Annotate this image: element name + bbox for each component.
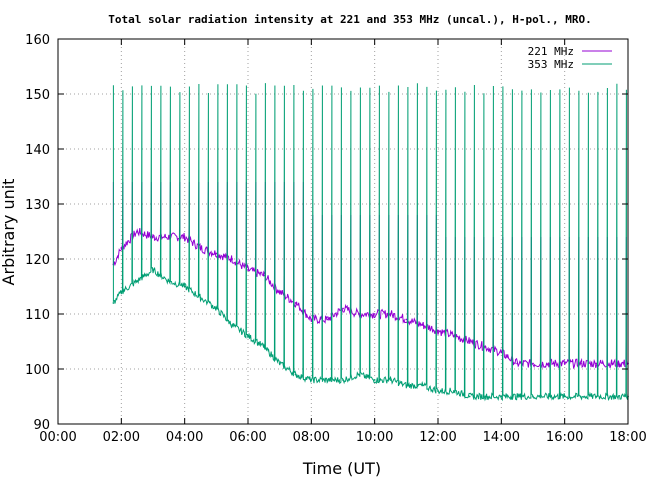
- data-point: [547, 395, 550, 398]
- data-point: [199, 296, 202, 299]
- y-tick-label: 100: [25, 363, 50, 378]
- data-point: [516, 395, 519, 398]
- data-point: [452, 390, 455, 392]
- y-tick-label: 160: [25, 33, 50, 48]
- data-point: [183, 236, 186, 238]
- y-tick-label: 130: [25, 198, 50, 213]
- data-point: [563, 362, 566, 365]
- data-point: [357, 373, 360, 376]
- data-point: [167, 280, 170, 282]
- x-axis-label: Time (UT): [302, 459, 381, 478]
- data-point: [342, 307, 344, 310]
- data-point: [326, 318, 329, 321]
- data-point: [262, 274, 265, 277]
- data-point: [421, 384, 424, 387]
- data-point: [342, 379, 344, 381]
- data-point: [215, 307, 218, 310]
- data-point: [120, 247, 123, 249]
- data-point: [484, 395, 487, 398]
- data-point: [532, 362, 534, 365]
- data-point: [215, 252, 218, 255]
- data-point: [310, 379, 313, 381]
- data-point: [183, 285, 186, 288]
- grid-lines: [58, 39, 628, 424]
- data-point: [167, 236, 170, 238]
- data-point: [136, 280, 139, 282]
- data-point: [373, 379, 376, 381]
- data-point: [357, 313, 360, 315]
- data-point: [247, 335, 249, 337]
- x-tick-label: 02:00: [103, 430, 140, 445]
- data-point: [468, 340, 471, 343]
- data-point: [247, 269, 249, 271]
- x-tick-label: 12:00: [419, 430, 456, 445]
- chart-title: Total solar radiation intensity at 221 a…: [108, 13, 591, 26]
- x-tick-label: 18:00: [609, 430, 646, 445]
- data-point: [373, 313, 376, 315]
- y-tick-label: 150: [25, 88, 50, 103]
- y-tick-label: 140: [25, 143, 50, 158]
- data-point: [231, 258, 234, 260]
- series-line: [112, 83, 629, 402]
- data-point: [595, 395, 598, 398]
- data-point: [152, 269, 154, 271]
- data-point: [437, 390, 439, 392]
- data-point: [595, 362, 598, 365]
- data-point: [579, 362, 582, 365]
- data-point: [294, 302, 297, 304]
- data-point: [468, 395, 471, 398]
- y-tick-label: 90: [33, 418, 50, 433]
- data-point: [278, 362, 281, 365]
- axis-ticks: 00:00 02:00 04:00 06:00 08:00 10:00 12:00 14:00…: [25, 33, 647, 445]
- data-point: [500, 395, 503, 398]
- data-point: [389, 313, 392, 315]
- data-point: [326, 379, 329, 381]
- data-point: [199, 247, 202, 249]
- data-point: [405, 318, 408, 321]
- data-point: [389, 379, 392, 381]
- x-tick-label: 08:00: [293, 430, 330, 445]
- data-point: [500, 351, 503, 354]
- legend-label: 221 MHz: [528, 45, 574, 58]
- data-point: [484, 346, 487, 348]
- data-point: [516, 362, 519, 365]
- data-point: [294, 373, 297, 376]
- series-1: [112, 83, 629, 402]
- x-tick-label: 14:00: [483, 430, 520, 445]
- x-tick-label: 16:00: [546, 430, 583, 445]
- data-point: [231, 324, 234, 326]
- x-tick-label: 04:00: [166, 430, 203, 445]
- data-point: [579, 395, 582, 398]
- data-point: [152, 236, 154, 238]
- data-point: [278, 291, 281, 293]
- data-point: [611, 362, 614, 365]
- data-point: [611, 395, 614, 398]
- data-point: [310, 318, 313, 321]
- data-point: [532, 395, 534, 398]
- data-point: [421, 324, 424, 326]
- plot-frame: [57, 38, 629, 425]
- data-point: [563, 395, 566, 398]
- y-axis-label: Arbitrary unit: [0, 179, 18, 286]
- x-tick-label: 10:00: [356, 430, 393, 445]
- data-point: [112, 302, 115, 304]
- data-point: [262, 346, 265, 348]
- data-point: [437, 329, 439, 332]
- data-point: [136, 230, 139, 233]
- data-point: [452, 335, 455, 337]
- data-point: [405, 384, 408, 387]
- series-0: [112, 181, 629, 370]
- series-layer: [112, 83, 629, 402]
- legend-label: 353 MHz: [528, 58, 574, 71]
- data-point: [120, 291, 123, 293]
- x-tick-label: 06:00: [229, 430, 266, 445]
- data-point: [547, 362, 550, 365]
- x-tick-label: 00:00: [39, 430, 76, 445]
- y-tick-label: 110: [25, 308, 50, 323]
- y-tick-label: 120: [25, 253, 50, 268]
